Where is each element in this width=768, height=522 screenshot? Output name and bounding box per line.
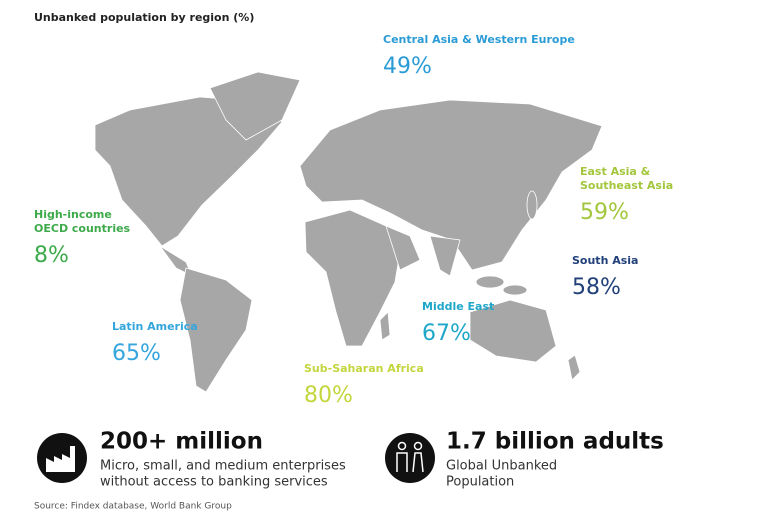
- region-value: 58%: [572, 275, 621, 300]
- stat-icon: [37, 433, 87, 483]
- region-name: OECD countries: [34, 222, 131, 235]
- region-name: Southeast Asia: [580, 179, 673, 192]
- region-name: Middle East: [422, 300, 494, 313]
- stat-description: Micro, small, and medium enterprises: [100, 459, 346, 474]
- region-name: High-income: [34, 208, 112, 221]
- region-value: 67%: [422, 321, 471, 346]
- region-name: Central Asia & Western Europe: [383, 33, 575, 46]
- region-name: Sub-Saharan Africa: [304, 362, 424, 375]
- region-value: 49%: [383, 54, 432, 79]
- stat-description: without access to banking services: [100, 475, 328, 490]
- title: Unbanked population by region (%): [34, 11, 254, 24]
- stat-description: Global Unbanked: [446, 459, 557, 474]
- region-labels: Central Asia & Western Europe 49% East Asi…: [34, 33, 673, 408]
- stat-icon: [385, 433, 435, 483]
- stat-description: Population: [446, 475, 514, 490]
- region-value: 80%: [304, 383, 353, 408]
- source: Source: Findex database, World Bank Grou…: [34, 502, 232, 512]
- world-map: [94, 71, 603, 393]
- stat-headline: 1.7 billion adults: [446, 429, 664, 455]
- region-value: 8%: [34, 243, 69, 268]
- region-name: South Asia: [572, 254, 638, 267]
- region-value: 65%: [112, 341, 161, 366]
- stat-headline: 200+ million: [100, 429, 263, 455]
- region-name: East Asia &: [580, 165, 651, 178]
- region-name: Latin America: [112, 320, 198, 333]
- stats: 200+ million Micro, small, and medium ent…: [100, 429, 664, 490]
- region-value: 59%: [580, 200, 629, 225]
